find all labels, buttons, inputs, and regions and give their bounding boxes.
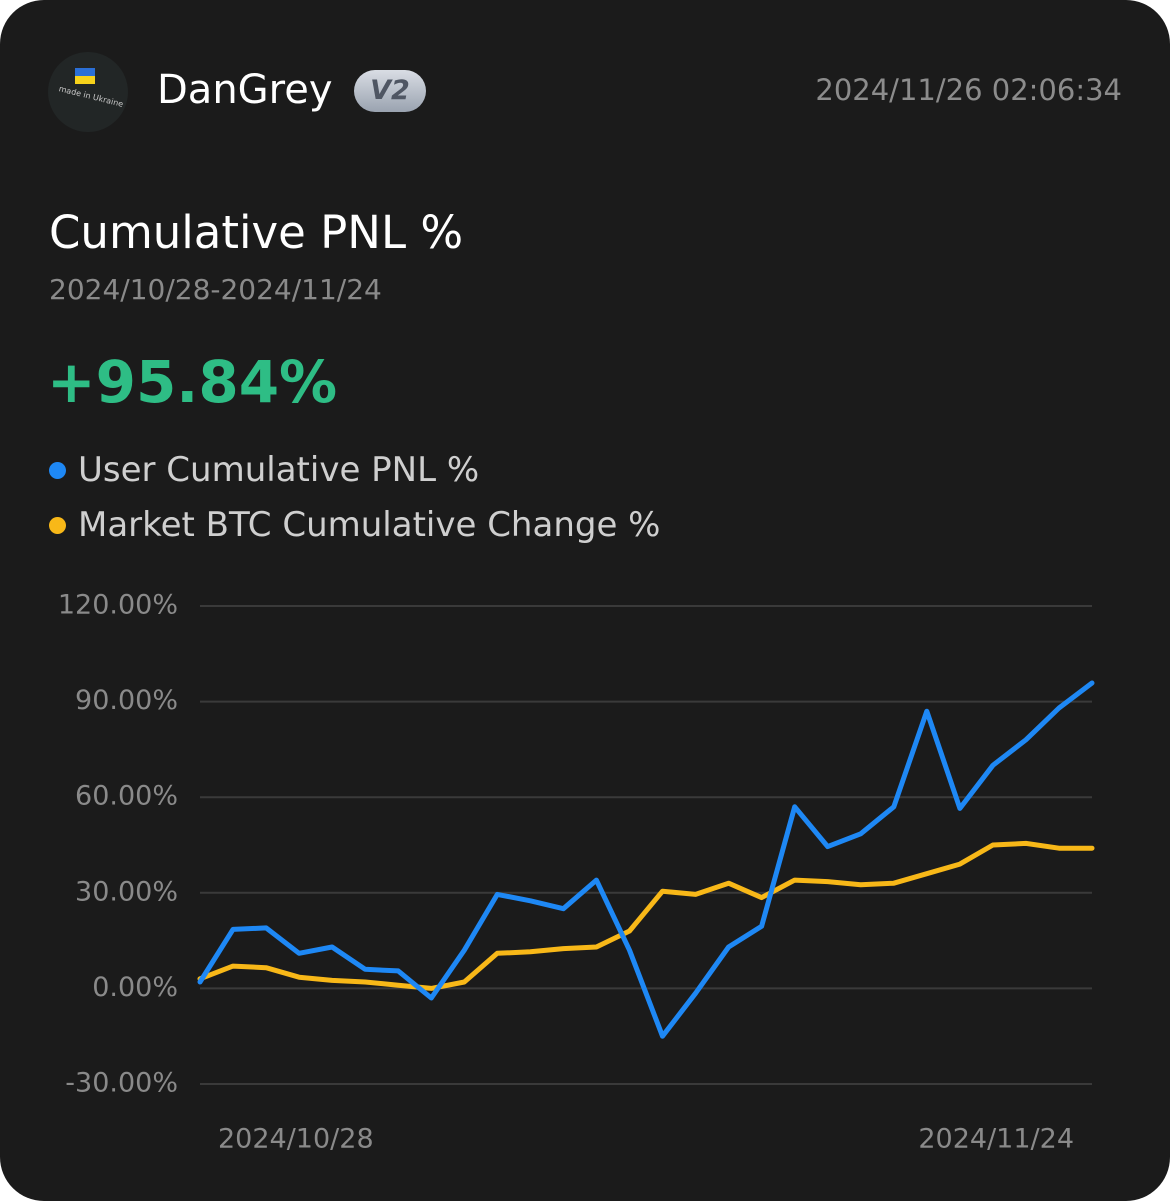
x-tick-label: 2024/10/28: [218, 1124, 374, 1155]
username: DanGrey: [157, 67, 333, 113]
y-tick-label: 120.00%: [58, 590, 178, 621]
legend-label-user: User Cumulative PNL %: [78, 450, 480, 490]
page-title: Cumulative PNL %: [49, 206, 464, 259]
y-tick-label: 30.00%: [75, 876, 178, 907]
series-line-market: [197, 840, 1095, 991]
legend-dot-market: [49, 516, 66, 534]
chart-legend: User Cumulative PNL % Market BTC Cumulat…: [49, 448, 660, 558]
series-line-user: [197, 680, 1095, 1039]
legend-label-market: Market BTC Cumulative Change %: [78, 505, 661, 545]
legend-dot-user: [49, 461, 66, 479]
y-tick-label: 90.00%: [75, 685, 178, 716]
date-range: 2024/10/28-2024/11/24: [49, 273, 382, 306]
ukraine-flag-icon: [75, 68, 95, 84]
y-tick-label: 0.00%: [92, 972, 178, 1003]
share-timestamp: 2024/11/26 02:06:34: [815, 73, 1122, 107]
y-tick-label: 60.00%: [75, 781, 178, 812]
legend-item-user: User Cumulative PNL %: [49, 448, 660, 492]
avatar[interactable]: made in Ukraine: [48, 52, 128, 132]
version-badge: V2: [354, 70, 426, 112]
y-tick-label: -30.00%: [65, 1068, 178, 1099]
legend-item-market: Market BTC Cumulative Change %: [49, 503, 660, 547]
pnl-value: +95.84%: [47, 348, 338, 416]
x-tick-label: 2024/11/24: [918, 1124, 1074, 1155]
